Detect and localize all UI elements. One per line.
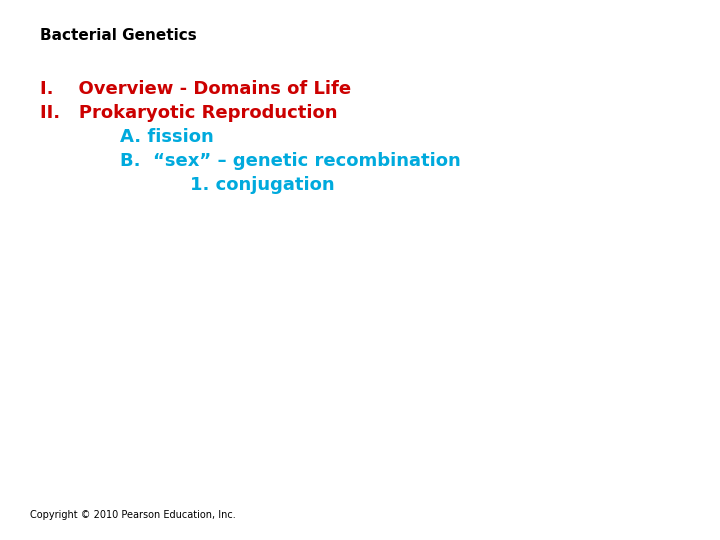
Text: 1. conjugation: 1. conjugation	[190, 176, 335, 194]
Text: Copyright © 2010 Pearson Education, Inc.: Copyright © 2010 Pearson Education, Inc.	[30, 510, 235, 520]
Text: II.   Prokaryotic Reproduction: II. Prokaryotic Reproduction	[40, 104, 338, 122]
Text: Bacterial Genetics: Bacterial Genetics	[40, 28, 197, 43]
Text: B.  “sex” – genetic recombination: B. “sex” – genetic recombination	[120, 152, 461, 170]
Text: A. fission: A. fission	[120, 128, 214, 146]
Text: I.    Overview - Domains of Life: I. Overview - Domains of Life	[40, 80, 351, 98]
